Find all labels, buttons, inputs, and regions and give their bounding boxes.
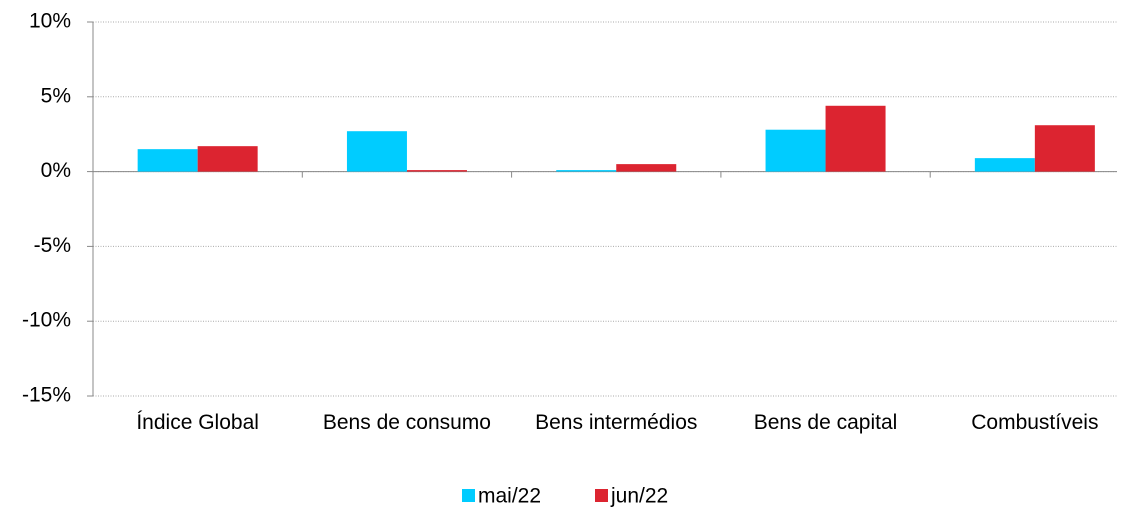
y-tick-label: -5% xyxy=(34,234,71,257)
bar xyxy=(825,105,886,172)
y-tick-label: 10% xyxy=(29,10,71,33)
y-tick-label: 5% xyxy=(41,84,71,107)
x-tick-label: Bens intermédios xyxy=(535,411,698,434)
bar xyxy=(616,164,677,172)
y-tick-label: 0% xyxy=(41,159,71,182)
y-tick-label: -10% xyxy=(22,309,71,332)
x-tick-label: Bens de capital xyxy=(753,411,898,434)
bar xyxy=(406,170,467,172)
x-tick-label: Bens de consumo xyxy=(322,411,491,434)
y-tick-label: -15% xyxy=(22,384,71,407)
bar xyxy=(197,146,258,172)
bar xyxy=(765,129,826,172)
bar xyxy=(346,131,407,172)
legend-swatch xyxy=(462,489,475,502)
bar xyxy=(974,158,1035,172)
x-tick-label: Combustíveis xyxy=(971,411,1099,434)
legend-label: jun/22 xyxy=(610,485,668,508)
bar xyxy=(1034,125,1095,172)
legend-label: mai/22 xyxy=(478,485,541,508)
x-tick-label: Índice Global xyxy=(136,411,259,434)
bar xyxy=(137,149,198,172)
bar xyxy=(556,170,617,172)
legend-swatch xyxy=(595,489,608,502)
